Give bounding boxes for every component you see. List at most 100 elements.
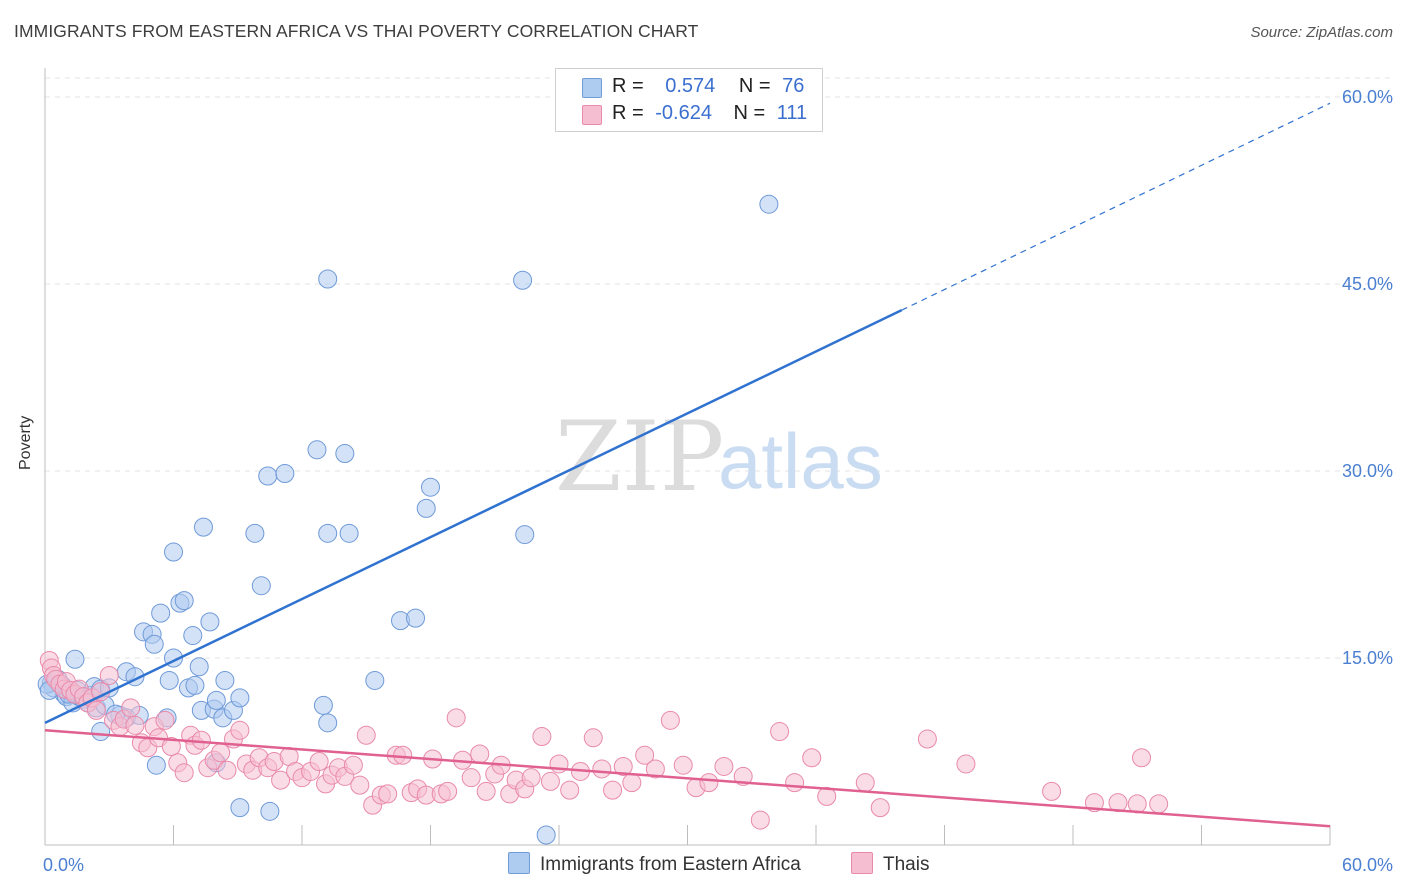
blue-point (230, 798, 250, 818)
pink-point (174, 763, 194, 783)
blue-point (189, 657, 209, 677)
blue-trend-extension (901, 102, 1331, 311)
legend-n-value: 76 (782, 75, 805, 97)
pink-point (356, 725, 376, 745)
blue-point (215, 670, 235, 690)
pink-point (583, 728, 603, 748)
pink-point (592, 759, 612, 779)
pink-point (378, 784, 398, 804)
pink-point (446, 708, 466, 728)
blue-point (185, 675, 205, 695)
pink-point (271, 770, 291, 790)
pink-point (350, 775, 370, 795)
pink-point (121, 698, 141, 718)
blue-point (260, 801, 280, 821)
pink-point (217, 760, 237, 780)
pink-point (714, 756, 734, 776)
pink-point (532, 727, 552, 747)
grid-layer (45, 77, 1395, 659)
pink-point (770, 722, 790, 742)
bottom-legend-swatch-blue (508, 852, 530, 874)
pink-point (1042, 781, 1062, 801)
blue-point (200, 612, 220, 632)
blue-point (416, 498, 436, 518)
pink-point (1149, 794, 1169, 814)
blue-point (174, 591, 194, 611)
pink-trend-line (44, 729, 1331, 828)
pink-point (785, 773, 805, 793)
pink-point (802, 748, 822, 768)
blue-point (275, 463, 295, 483)
pink-point (230, 720, 250, 740)
x-tick-label: 0.0% (43, 855, 84, 875)
axis-layer (44, 68, 1331, 846)
pink-point (540, 771, 560, 791)
blue-point (406, 608, 426, 628)
pink-point (470, 744, 490, 764)
points-layer (37, 194, 1169, 845)
pink-point (125, 715, 145, 735)
pink-point (309, 751, 329, 771)
pink-point (645, 759, 665, 779)
pink-point (343, 755, 363, 775)
bottom-legend-pink: Thais (851, 852, 929, 876)
blue-point (339, 523, 359, 543)
tick-layer: 15.0% 30.0% 45.0% 60.0% 0.0% 60.0% (43, 87, 1393, 875)
legend-n-label: N = (733, 102, 766, 124)
legend-n-label: N = (738, 75, 771, 97)
bottom-legend-blue: Immigrants from Eastern Africa (508, 852, 801, 876)
pink-point (1127, 794, 1147, 814)
x-tick-label: 60.0% (1342, 855, 1393, 875)
blue-point (164, 542, 183, 562)
blue-point (183, 626, 203, 646)
bottom-legend-label-pink: Thais (883, 854, 930, 875)
bottom-legend-label-blue: Immigrants from Eastern Africa (540, 854, 801, 875)
watermark-atlas: atlas (718, 417, 883, 505)
legend-r-value: -0.624 (655, 102, 712, 124)
blue-point (258, 466, 278, 486)
legend-r-label: R = (612, 102, 644, 124)
chart-source: Source: ZipAtlas.com (1250, 24, 1393, 41)
pink-point (521, 768, 541, 788)
pink-point (560, 780, 580, 800)
y-tick-label: 60.0% (1342, 87, 1393, 107)
blue-point (151, 603, 171, 623)
watermark-zip: ZIP (555, 401, 724, 513)
pink-point (86, 700, 106, 720)
pink-point (155, 710, 175, 730)
blue-point (318, 713, 338, 733)
blue-point (421, 477, 440, 497)
pink-point (161, 737, 181, 757)
pink-point (438, 781, 458, 801)
blue-point (536, 825, 556, 845)
chart-title: IMMIGRANTS FROM EASTERN AFRICA VS THAI P… (14, 21, 699, 41)
blue-point (251, 576, 271, 596)
legend-r-value: 0.574 (665, 75, 716, 97)
pink-point (817, 786, 837, 806)
legend-swatch-blue (582, 78, 602, 98)
pink-point (461, 768, 481, 788)
pink-point (956, 754, 976, 774)
pink-point (613, 756, 633, 776)
blue-point (318, 269, 338, 289)
y-tick-label: 45.0% (1342, 274, 1393, 294)
blue-point (759, 194, 779, 214)
blue-point (365, 670, 385, 690)
blue-point (335, 444, 355, 464)
legend-n-value: 111 (776, 102, 808, 124)
blue-point (206, 690, 226, 710)
pink-point (211, 743, 231, 763)
pink-point (673, 755, 693, 775)
pink-point (603, 780, 623, 800)
blue-point (245, 523, 265, 543)
bottom-legend-swatch-pink (851, 852, 873, 874)
pink-point (1132, 748, 1152, 768)
pink-point (476, 781, 496, 801)
y-tick-label: 30.0% (1342, 461, 1393, 481)
legend-r-label: R = (612, 75, 644, 97)
blue-point (513, 270, 533, 290)
blue-point (515, 525, 535, 545)
pink-point (917, 729, 937, 749)
blue-trend-line (44, 309, 903, 724)
